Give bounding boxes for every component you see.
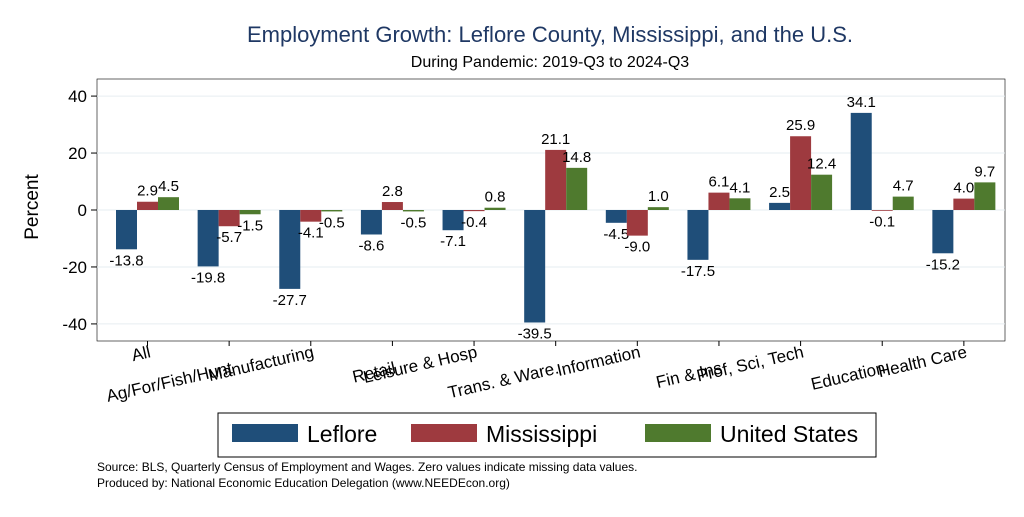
bar-leflore (116, 210, 137, 250)
bar-united-states (647, 207, 669, 210)
bar-mississippi (218, 210, 240, 227)
data-label: -27.7 (273, 292, 307, 309)
bar-leflore (605, 210, 627, 223)
data-label: 4.5 (158, 178, 179, 195)
data-label: -39.5 (518, 325, 552, 342)
bar-mississippi (545, 149, 567, 210)
data-label: -0.1 (869, 213, 895, 230)
data-label: -13.8 (109, 252, 143, 269)
data-label: -7.1 (440, 233, 466, 250)
data-label: 25.9 (786, 117, 815, 134)
bar-united-states (811, 174, 833, 210)
data-label: -17.5 (681, 263, 715, 280)
data-label: -0.5 (400, 214, 426, 231)
y-tick-label: -40 (62, 315, 87, 334)
legend-swatch (232, 424, 298, 442)
data-label: 6.1 (709, 174, 730, 191)
data-label: -0.5 (319, 214, 345, 231)
data-label: -19.8 (191, 269, 225, 286)
bar-mississippi (871, 210, 893, 211)
bar-united-states (321, 210, 343, 212)
legend-entry: Mississippi (486, 421, 597, 447)
data-label: 2.8 (382, 183, 403, 200)
data-label: -9.0 (624, 239, 650, 256)
legend-entry: Leflore (307, 421, 377, 447)
data-label: 14.8 (562, 149, 591, 166)
bar-leflore (850, 112, 872, 210)
data-label: 34.1 (847, 94, 876, 111)
produced-by-note: Produced by: National Economic Education… (97, 476, 510, 490)
y-tick-label: 40 (68, 87, 87, 106)
legend-swatch (411, 424, 477, 442)
bar-united-states (158, 197, 179, 210)
x-category-label: All (130, 342, 153, 365)
data-label: 1.0 (648, 188, 669, 205)
bar-united-states (239, 210, 261, 215)
bar-leflore (360, 210, 382, 235)
bar-mississippi (708, 192, 730, 210)
bar-leflore (524, 210, 546, 323)
data-label: -0.4 (461, 214, 487, 231)
bar-united-states (974, 182, 996, 210)
bar-united-states (566, 167, 588, 210)
y-tick-label: 0 (78, 201, 87, 220)
bar-mississippi (381, 202, 403, 210)
data-label: 2.9 (137, 183, 158, 200)
bar-mississippi (137, 201, 158, 210)
legend-box (217, 412, 877, 458)
data-label: 4.7 (893, 178, 914, 195)
y-axis-label: Percent (22, 174, 43, 240)
legend: Leflore Mississippi United States (217, 412, 877, 458)
bar-united-states (484, 207, 506, 210)
data-label: 4.0 (953, 180, 974, 197)
bar-leflore (279, 210, 301, 289)
data-label: 2.5 (769, 184, 790, 201)
bar-leflore (197, 210, 219, 267)
bar-united-states (729, 198, 751, 210)
y-tick-label: 20 (68, 144, 87, 163)
data-label: 9.7 (974, 163, 995, 180)
data-label: 4.1 (730, 179, 751, 196)
bar-mississippi (626, 210, 648, 236)
data-label: -4.1 (298, 225, 324, 242)
data-label: -1.5 (237, 217, 263, 234)
y-tick-label: -20 (62, 258, 87, 277)
legend-entry: United States (720, 421, 858, 447)
bar-mississippi (463, 210, 485, 212)
chart-title: Employment Growth: Leflore County, Missi… (247, 22, 853, 47)
bar-leflore (932, 210, 954, 254)
data-label: -8.6 (358, 237, 384, 254)
legend-swatch (645, 424, 711, 442)
bar-mississippi (953, 198, 975, 210)
bar-united-states (402, 210, 424, 212)
data-label: -15.2 (926, 256, 960, 273)
bar-leflore (442, 210, 464, 231)
data-label: -4.5 (603, 226, 629, 243)
bar-mississippi (300, 210, 322, 222)
chart-subtitle: During Pandemic: 2019-Q3 to 2024-Q3 (411, 54, 689, 71)
bar-united-states (892, 196, 914, 210)
data-label: 21.1 (541, 131, 570, 148)
data-label: 0.8 (485, 189, 506, 206)
bar-mississippi (790, 136, 812, 210)
data-label: 12.4 (807, 156, 836, 173)
bar-leflore (769, 202, 791, 210)
data-label: -5.7 (216, 229, 242, 246)
source-note: Source: BLS, Quarterly Census of Employm… (97, 460, 637, 474)
bar-leflore (687, 210, 709, 260)
